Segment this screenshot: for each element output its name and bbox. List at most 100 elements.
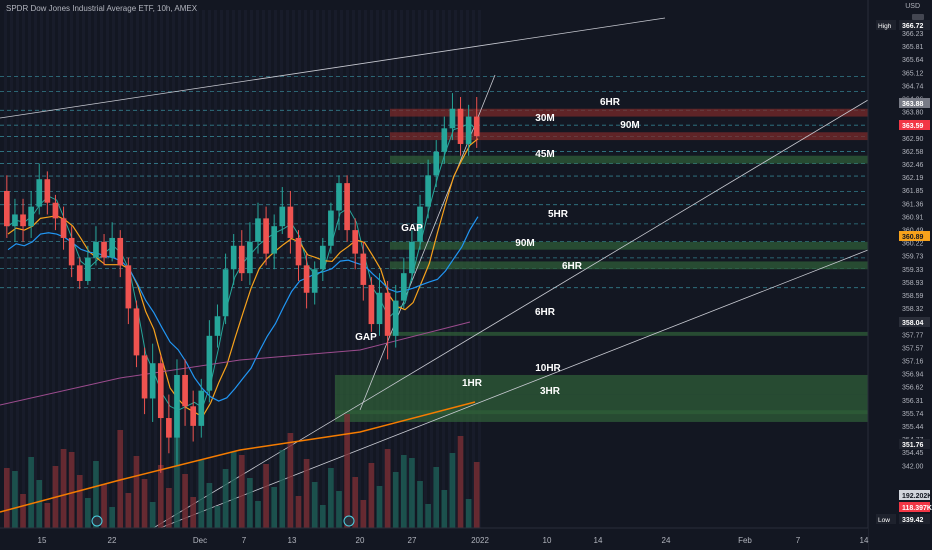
candle-body [303,265,310,293]
candle-body [311,269,318,293]
candle-body [133,308,140,356]
candle-body [360,253,367,285]
price-tick-label: 360.91 [902,214,924,221]
price-tick-label: 358.93 [902,280,924,287]
candle-body [433,151,440,176]
time-tick-label: 27 [408,536,417,545]
session-stripe [148,10,151,528]
volume-bar [279,450,286,528]
price-tick-label: 362.58 [902,149,924,156]
session-stripe [268,10,271,528]
price-badge-label: Low [878,517,890,524]
volume-bar [473,462,480,528]
price-badge-value: 118.397K [902,505,932,512]
price-tick-label: 357.16 [902,359,924,366]
session-stripe [82,10,85,528]
session-stripe [190,10,193,528]
volume-bar [166,488,172,528]
candle-body [247,241,253,274]
candle-body [230,245,237,270]
price-tick-label: 362.19 [902,175,924,182]
price-badge [899,514,930,524]
volume-bar [425,504,431,528]
volume-bar [271,487,278,528]
candle-body [279,206,286,227]
candle-body [295,237,302,266]
price-tick-label: 362.46 [902,162,924,169]
candle-body [336,183,342,211]
volume-bar [20,494,26,528]
session-stripe [352,10,355,528]
volume-bar [198,460,205,528]
candle-body [368,284,375,325]
price-badge-value: 366.72 [902,23,924,30]
price-tick-label: 357.77 [902,332,924,339]
candle-body [68,237,75,266]
price-tick-label: 363.80 [902,110,924,117]
price-tick-label: 365.64 [902,57,924,64]
session-stripe [184,10,187,528]
volume-bar [68,452,75,528]
session-stripe [118,10,121,528]
price-tick-label: 354.45 [902,450,924,457]
support-zone [390,261,868,270]
price-badge-tag [876,514,896,524]
price-badge-label: High [878,23,892,30]
session-stripe [316,10,319,528]
price-tick-label: 360.22 [902,241,924,248]
candle-body [52,202,59,219]
session-stripe [310,10,313,528]
price-badge-value: 363.59 [902,123,924,130]
support-zone [390,132,868,141]
price-tick-label: 362.90 [902,136,924,143]
price-badge [899,317,930,327]
volume-bar [28,457,34,528]
candle-body [392,300,399,336]
support-zone [390,108,868,117]
session-stripe [28,10,31,528]
session-stripe [286,10,289,528]
candle-body [287,206,294,238]
session-stripe [10,10,13,528]
candle-body [457,108,464,144]
session-stripe [298,10,301,528]
candle-body [263,218,269,254]
volume-bar [206,483,213,528]
price-tick-label: 359.33 [902,267,924,274]
volume-bar [85,498,91,528]
support-zone [335,374,868,395]
candle-body [60,218,67,238]
candle-body [409,241,415,274]
time-tick-label: 13 [288,536,297,545]
price-badge [899,120,930,130]
session-stripe [178,10,181,528]
time-tick-label: 14 [594,536,603,545]
support-zone [390,241,868,250]
volume-bar [433,467,440,528]
session-stripe [196,10,199,528]
session-stripe [370,10,373,528]
volume-bar [4,468,10,528]
volume-bar [238,455,245,528]
candle-body [400,273,407,301]
time-tick-label: 7 [796,536,801,545]
session-stripe [46,10,49,528]
volume-bar [311,482,318,528]
time-tick-label: Feb [738,536,752,545]
session-stripe [226,10,229,528]
support-zone [390,155,868,164]
time-tick-label: 24 [662,536,671,545]
price-tick-label: 359.73 [902,254,924,261]
session-stripe [382,10,385,528]
settings-icon[interactable] [912,14,924,20]
price-badge-tag [876,20,896,30]
candle-body [166,418,172,438]
session-stripe [16,10,19,528]
volume-bar [400,455,407,528]
session-stripe [4,10,7,528]
annotation-label: 6HR [535,307,556,318]
annotation-label: 30M [535,113,554,124]
volume-bar [36,480,43,528]
